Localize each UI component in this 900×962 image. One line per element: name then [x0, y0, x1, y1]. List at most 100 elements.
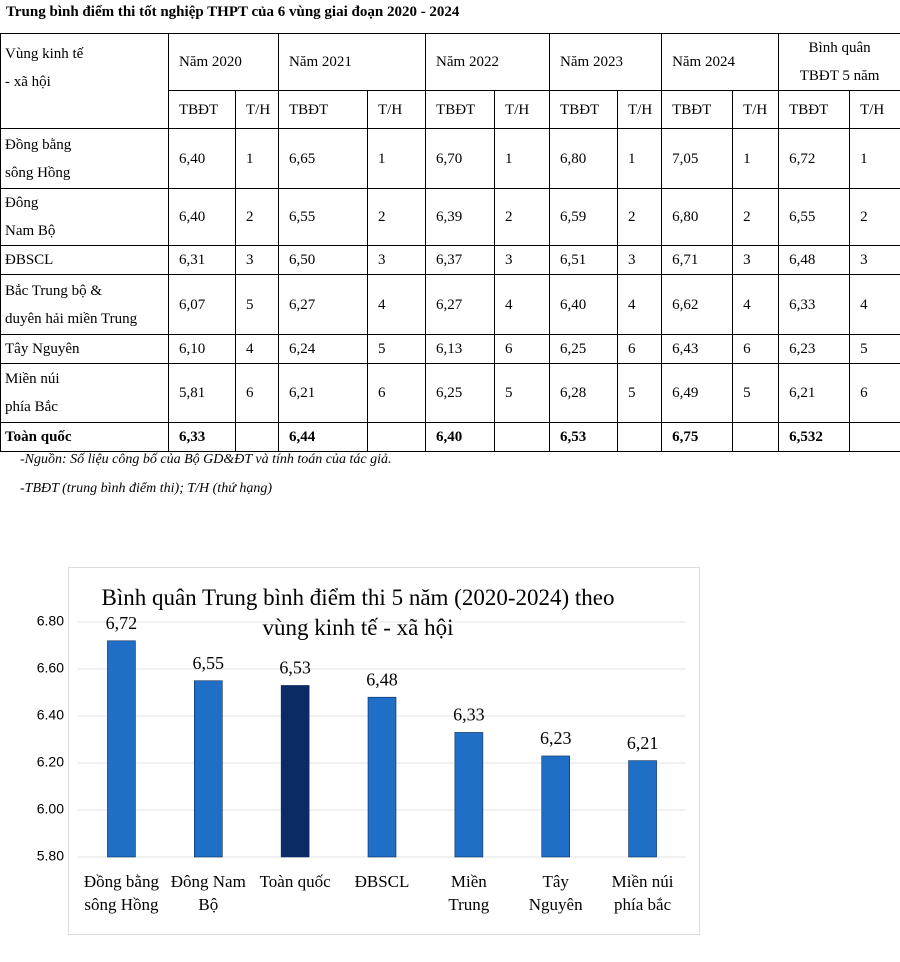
cell — [234, 422, 280, 452]
cell: 5 — [494, 363, 551, 423]
cell: 6,72 — [778, 128, 851, 189]
bar — [628, 760, 657, 858]
cell: 6,532 — [778, 422, 851, 452]
cell: 2 — [234, 188, 280, 246]
cell: 6,40 — [168, 188, 236, 246]
cell: 6 — [617, 334, 663, 364]
cell — [367, 422, 427, 452]
sub-header: T/H — [849, 90, 900, 129]
cell: 2 — [617, 188, 663, 246]
value-label: 6,53 — [279, 658, 311, 678]
cell: 6,53 — [549, 422, 619, 452]
sub-header: T/H — [494, 90, 551, 129]
cell: 3 — [617, 245, 663, 275]
y-tick-label: 6.60 — [37, 660, 64, 676]
cell: 1 — [732, 128, 780, 189]
y-tick-label: 6.20 — [37, 754, 64, 770]
sub-header: TBĐT — [549, 90, 619, 129]
y-tick-label: 5.80 — [37, 848, 64, 864]
cell: 6,28 — [549, 363, 619, 423]
cell: 1 — [849, 128, 900, 189]
cell: 5 — [234, 274, 280, 335]
cell: 2 — [367, 188, 427, 246]
cell: 6,23 — [778, 334, 851, 364]
note: -Nguồn: Số liệu công bố của Bộ GD&ĐT và … — [20, 452, 392, 467]
score-table: Vùng kinh tế - xã hội Năm 2020 Năm 2021 Năm… — [0, 33, 900, 452]
bar — [107, 640, 136, 858]
bar — [541, 755, 571, 858]
cell: 7,05 — [661, 128, 734, 189]
chart-title: Bình quân Trung bình điểm thi 5 năm (202… — [101, 585, 615, 640]
y-tick-label: 6.40 — [37, 707, 64, 723]
region: Đồng bằng sông Hồng — [0, 128, 169, 189]
cell — [617, 422, 663, 452]
cell: 4 — [367, 274, 427, 335]
cell: 6,49 — [661, 363, 734, 423]
cell: 6,55 — [278, 188, 369, 246]
cell: 4 — [849, 274, 900, 335]
cell: 6,21 — [778, 363, 851, 423]
cell: 2 — [732, 188, 780, 246]
sub-header: T/H — [234, 90, 280, 129]
y-tick-label: 6.80 — [37, 613, 64, 629]
cell: 6,21 — [278, 363, 369, 423]
page-title: Trung bình điểm thi tốt nghiệp THPT của … — [6, 4, 460, 20]
x-tick-label: ĐBSCL — [354, 872, 410, 891]
bar — [367, 696, 397, 858]
region: Bắc Trung bộ & duyên hải miền Trung — [0, 274, 169, 335]
y-tick-label: 6.00 — [37, 801, 64, 817]
cell — [494, 422, 551, 452]
cell: 5,81 — [168, 363, 236, 423]
value-label: 6,33 — [453, 705, 485, 725]
bar — [193, 680, 223, 858]
cell: 5 — [367, 334, 427, 364]
cell: 6,40 — [425, 422, 496, 452]
cell: 6,25 — [425, 363, 496, 423]
cell: 2 — [494, 188, 551, 246]
cell: 6,50 — [278, 245, 369, 275]
cell: 4 — [494, 274, 551, 335]
cell: 2 — [849, 188, 900, 246]
region: Toàn quốc — [0, 422, 169, 452]
x-tick-label: Miền Trung — [448, 872, 490, 914]
cell: 6,71 — [661, 245, 734, 275]
cell: 6,65 — [278, 128, 369, 189]
value-label: 6,55 — [193, 653, 225, 673]
cell: 6,33 — [778, 274, 851, 335]
x-tick-label: Tây Nguyên — [528, 872, 583, 914]
column-header: Năm 2020 — [167, 33, 280, 91]
chart-frame — [68, 567, 700, 935]
value-label: 6,21 — [627, 733, 659, 753]
cell: 6,40 — [168, 128, 236, 189]
x-tick-label: Toàn quốc — [259, 872, 331, 891]
value-label: 6,48 — [366, 669, 398, 689]
value-label: 6,23 — [540, 728, 572, 748]
column-header: Năm 2022 — [425, 33, 551, 91]
cell — [732, 422, 780, 452]
sub-header: T/H — [367, 90, 427, 129]
cell: 6,59 — [549, 188, 619, 246]
sub-header: T/H — [732, 90, 780, 129]
bar — [280, 685, 310, 858]
cell: 6,44 — [278, 422, 369, 452]
cell: 6 — [849, 363, 900, 423]
cell: 3 — [849, 245, 900, 275]
note: -TBĐT (trung bình điểm thi); T/H (thứ hạ… — [20, 481, 272, 496]
x-tick-label: Đồng bằng sông Hồng — [83, 872, 159, 914]
cell: 6,39 — [425, 188, 496, 246]
sub-header: T/H — [617, 90, 663, 129]
cell: 6,40 — [549, 274, 619, 335]
value-label: 6,72 — [106, 613, 138, 633]
cell: 4 — [732, 274, 780, 335]
cell: 6,62 — [661, 274, 734, 335]
cell: 6 — [234, 363, 280, 423]
column-header: Vùng kinh tế - xã hội — [0, 33, 169, 129]
x-tick-label: Miền núi phía bắc — [611, 872, 674, 914]
cell — [849, 422, 900, 452]
cell: 5 — [732, 363, 780, 423]
sub-header: TBĐT — [278, 90, 369, 129]
cell: 6,07 — [168, 274, 236, 335]
column-header: Năm 2023 — [549, 33, 663, 91]
